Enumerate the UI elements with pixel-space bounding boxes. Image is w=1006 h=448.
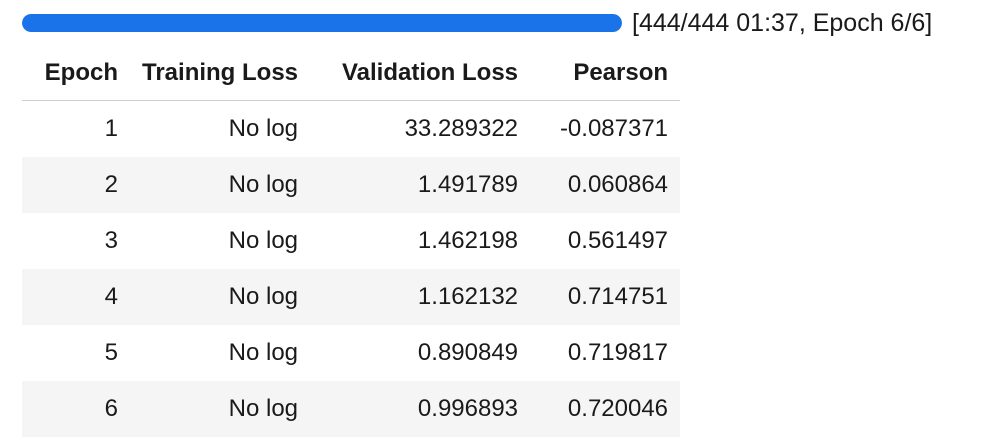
training-progress: [444/444 01:37, Epoch 6/6] (22, 6, 932, 40)
cell-validation-loss: 1.462198 (417, 227, 519, 254)
cell-pearson: 0.561497 (567, 227, 669, 254)
column-header-training-loss: Training Loss (130, 46, 311, 101)
cell-validation-loss: 0.890849 (417, 339, 519, 366)
cell-validation-loss: 0.996893 (310, 381, 531, 437)
cell-validation-loss: 1.491789 (310, 157, 531, 213)
cell-epoch: 1 (104, 115, 118, 142)
column-header-pearson: Pearson (530, 46, 681, 101)
cell-pearson: -0.087371 (559, 115, 669, 142)
progress-bar (22, 14, 622, 32)
cell-training-loss: No log (130, 157, 311, 213)
cell-training-loss: No log (228, 115, 299, 142)
cell-epoch: 4 (22, 269, 130, 325)
table-row: 2 No log 1.491789 0.060864 (22, 157, 681, 213)
table-row: 1 No log 33.289322 -0.087371 (22, 101, 680, 158)
cell-epoch: 6 (22, 381, 130, 437)
cell-epoch: 3 (104, 227, 118, 254)
column-header-validation-loss: Validation Loss (310, 46, 531, 101)
cell-pearson: 0.714751 (530, 269, 681, 325)
cell-epoch: 5 (104, 339, 118, 366)
table-row: 6 No log 0.996893 0.720046 (22, 381, 681, 437)
cell-training-loss: No log (130, 269, 311, 325)
cell-training-loss: No log (228, 227, 299, 254)
progress-status-text: [444/444 01:37, Epoch 6/6] (632, 9, 933, 37)
table-header-row: Epoch Training Loss Validation Loss Pear… (22, 46, 681, 101)
cell-pearson: 0.720046 (530, 381, 681, 437)
table-row: 5 No log 0.890849 0.719817 (22, 325, 680, 381)
table-row: 3 No log 1.462198 0.561497 (22, 213, 680, 269)
cell-validation-loss: 33.289322 (404, 115, 519, 142)
cell-training-loss: No log (228, 339, 299, 366)
progress-bar-fill (22, 14, 622, 32)
training-metrics-table: Epoch Training Loss Validation Loss Pear… (22, 46, 681, 437)
cell-training-loss: No log (130, 381, 311, 437)
column-header-epoch: Epoch (22, 46, 130, 101)
cell-pearson: 0.719817 (567, 339, 669, 366)
cell-pearson: 0.060864 (530, 157, 681, 213)
cell-epoch: 2 (22, 157, 130, 213)
table-row: 4 No log 1.162132 0.714751 (22, 269, 681, 325)
cell-validation-loss: 1.162132 (310, 269, 531, 325)
